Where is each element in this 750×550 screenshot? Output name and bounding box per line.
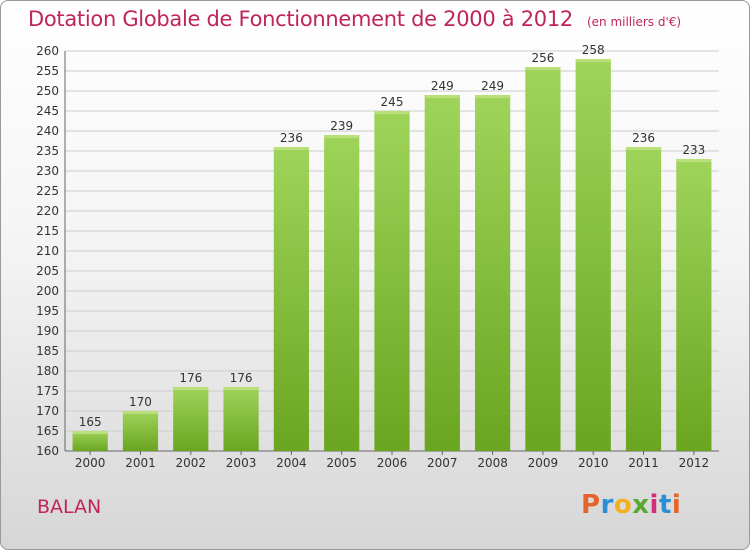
x-tick-label: 2001 [125, 456, 156, 470]
chart-title-text: Dotation Globale de Fonctionnement de 20… [28, 7, 573, 31]
y-tick-label: 185 [36, 344, 59, 358]
bar [72, 431, 108, 451]
y-tick-label: 260 [36, 44, 59, 58]
bar-top-highlight [374, 111, 410, 114]
y-tick-label: 205 [36, 264, 59, 278]
x-tick-label: 2009 [528, 456, 559, 470]
x-tick-label: 2005 [326, 456, 357, 470]
bar-top-highlight [525, 67, 561, 70]
bar-top-highlight [424, 95, 460, 98]
logo-letter: t [658, 490, 672, 520]
logo-letter: i [649, 490, 659, 520]
unit-note: (en milliers d'€) [586, 15, 682, 29]
bar-value-label: 236 [280, 131, 303, 145]
logo-letter: P [581, 490, 601, 520]
logo-letter: o [613, 490, 633, 520]
bar [122, 411, 159, 451]
y-axis-ticks: 160 165 170 175 180 185 190 195 200 205 210 215 220 2… [36, 44, 59, 458]
x-tick-label: 2003 [226, 456, 257, 470]
bar-value-label: 176 [230, 371, 253, 385]
y-tick-label: 235 [36, 144, 59, 158]
chart-title: Dotation Globale de Fonctionnement de 20… [28, 7, 681, 31]
bar-top-highlight [223, 387, 259, 390]
bar-value-label: 233 [682, 143, 705, 157]
bar-value-label: 165 [79, 415, 102, 429]
y-tick-label: 175 [36, 384, 59, 398]
bar [475, 95, 511, 451]
y-tick-label: 225 [36, 184, 59, 198]
y-tick-label: 165 [36, 424, 59, 438]
logo-letter: r [600, 490, 614, 520]
bar [625, 147, 662, 451]
bar-top-highlight [122, 411, 159, 414]
bar-top-highlight [625, 147, 662, 150]
bar-top-highlight [676, 159, 712, 162]
x-tick-label: 2000 [75, 456, 106, 470]
bar-top-highlight [324, 135, 360, 138]
y-tick-label: 195 [36, 304, 59, 318]
y-tick-label: 200 [36, 284, 59, 298]
bar-top-highlight [273, 147, 309, 150]
bar [676, 159, 712, 451]
bar-top-highlight [173, 387, 209, 390]
bar-top-highlight [475, 95, 511, 98]
y-tick-label: 255 [36, 64, 59, 78]
y-tick-label: 210 [36, 244, 59, 258]
x-tick-label: 2004 [276, 456, 307, 470]
x-tick-label: 2010 [578, 456, 609, 470]
bar [173, 387, 209, 451]
y-tick-label: 220 [36, 204, 59, 218]
bar [374, 111, 410, 451]
x-tick-label: 2007 [427, 456, 458, 470]
y-tick-label: 190 [36, 324, 59, 338]
bar [273, 147, 309, 451]
bar-value-label: 245 [381, 95, 404, 109]
bars: 165 170 176 176 236 239 245 249 249 256 258 236 233 [72, 43, 712, 451]
bar [223, 387, 259, 451]
x-tick-label: 2006 [377, 456, 408, 470]
bar-value-label: 239 [330, 119, 353, 133]
place-name: BALAN [37, 496, 102, 518]
bar [575, 59, 611, 451]
x-tick-label: 2008 [477, 456, 508, 470]
logo-letter: i [671, 490, 682, 520]
logo-letter: x [632, 490, 650, 520]
y-tick-label: 215 [36, 224, 59, 238]
y-tick-label: 160 [36, 444, 59, 458]
bar [324, 135, 360, 451]
x-tick-label: 2012 [679, 456, 710, 470]
y-tick-label: 230 [36, 164, 59, 178]
bar-top-highlight [72, 431, 108, 434]
x-tick-label: 2011 [628, 456, 659, 470]
bar-value-label: 249 [431, 79, 454, 93]
y-tick-label: 180 [36, 364, 59, 378]
bar [424, 95, 460, 451]
bar-top-highlight [575, 59, 611, 62]
y-tick-label: 240 [36, 124, 59, 138]
y-tick-label: 250 [36, 84, 59, 98]
bar-value-label: 236 [632, 131, 655, 145]
bar [525, 67, 561, 451]
proxiti-logo: Proxiti [581, 490, 681, 520]
y-tick-label: 170 [36, 404, 59, 418]
bar-value-label: 249 [481, 79, 504, 93]
y-tick-label: 245 [36, 104, 59, 118]
x-tick-label: 2002 [175, 456, 206, 470]
x-axis-ticks: 2000 2001 2002 2003 2004 2005 2006 2007 2008 2009… [75, 451, 709, 470]
bar-value-label: 258 [582, 43, 605, 57]
bar-value-label: 256 [531, 51, 554, 65]
bar-value-label: 176 [179, 371, 202, 385]
bar-value-label: 170 [129, 395, 152, 409]
